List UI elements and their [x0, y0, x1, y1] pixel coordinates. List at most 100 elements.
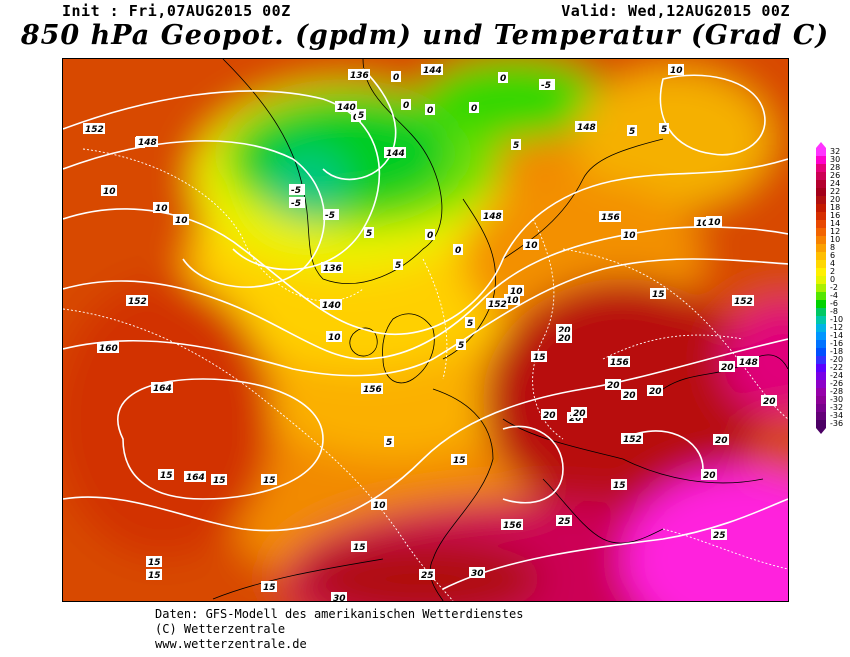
isotherm-label: 10 — [508, 285, 524, 297]
isotherm-label-text: 0 — [403, 101, 409, 111]
geopotential-label-bg — [97, 342, 119, 353]
legend-swatch — [816, 188, 826, 196]
geopotential-label: 136 — [348, 69, 370, 81]
isotherm-label: 15 — [650, 288, 666, 300]
legend-entry: -12 — [812, 323, 850, 332]
geopotential-label-text: 136 — [350, 71, 369, 81]
isotherm-label-bg — [211, 474, 227, 485]
isotherm-label: 15 — [158, 469, 174, 481]
legend-entry: 28 — [812, 163, 850, 172]
geopotential-label-text: 156 — [601, 213, 620, 223]
legend-swatch — [816, 172, 826, 180]
legend-swatch — [816, 228, 826, 236]
legend-label: -34 — [830, 411, 844, 420]
legend-swatch — [816, 396, 826, 404]
legend-label: -12 — [830, 323, 844, 332]
isotherm-label-bg — [701, 469, 717, 480]
isotherm-label-text: 15 — [652, 290, 665, 300]
isotherm-label-bg — [419, 569, 435, 580]
geopotential-label-text: 164 — [153, 384, 172, 394]
geopotential-label-bg — [486, 298, 508, 309]
isotherm-label-text: 15 — [213, 476, 226, 486]
isotherm-label-bg — [384, 436, 394, 447]
isotherm-label-bg — [371, 499, 387, 510]
isotherm-label-bg — [605, 379, 621, 390]
isotherm-label-text: 10 — [155, 204, 168, 214]
isotherm-label: 0 — [498, 72, 508, 84]
isotherm-label: 15 — [261, 581, 277, 593]
geopotential-label-bg — [335, 101, 357, 112]
isotherm-label-text: 15 — [613, 481, 626, 491]
isotherm-label-text: 15 — [160, 471, 173, 481]
isotherm-label: 0 — [391, 71, 401, 83]
isotherm-label-bg — [425, 104, 435, 115]
legend-label: -14 — [830, 331, 844, 340]
legend-label: 14 — [830, 219, 841, 228]
isotherm-label-bg — [351, 541, 367, 552]
legend-swatch — [816, 276, 826, 284]
legend-swatch — [816, 164, 826, 172]
isotherm-label-text: -5 — [291, 186, 301, 196]
isotherm-label-bg — [706, 216, 722, 227]
isotherm-label-bg — [556, 332, 572, 343]
isotherm-label: 0 — [401, 99, 411, 111]
isotherm-label-text: 0 — [455, 246, 461, 256]
legend-label: -24 — [830, 371, 844, 380]
isotherm-label-bg — [621, 229, 637, 240]
isotherm-label-text: 15 — [353, 543, 366, 553]
isotherm-label-text: 15 — [148, 571, 161, 581]
geopotential-label-bg — [136, 136, 158, 147]
geopotential-label: 152 — [621, 433, 643, 445]
geopotential-label: 148 — [575, 121, 597, 133]
legend-swatch — [816, 260, 826, 268]
isotherm-label: 10 — [173, 214, 189, 226]
geopotential-label: 156 — [608, 356, 630, 368]
geopotential-label-text: 152 — [734, 297, 753, 307]
isotherm-label-text: 30 — [333, 594, 346, 601]
legend-swatch — [816, 156, 826, 164]
legend-swatch — [816, 412, 826, 420]
isotherm-label-bg — [508, 285, 524, 296]
isotherm-label: 15 — [451, 454, 467, 466]
legend-entry: -16 — [812, 339, 850, 348]
geopotential-label: 160 — [97, 342, 119, 354]
isotherm-label-bg — [356, 109, 366, 120]
isotherm-label-text: 10 — [525, 241, 538, 251]
isotherm-label: 10 — [668, 64, 684, 76]
isotherm-label: 15 — [211, 474, 227, 486]
isotherm-label-bg — [261, 474, 277, 485]
legend-entry: -18 — [812, 347, 850, 356]
isotherm-label-bg — [158, 469, 174, 480]
legend-swatch — [816, 292, 826, 300]
isotherm-label-text: 5 — [395, 261, 401, 271]
geopotential-label: 148 — [136, 136, 158, 148]
legend-label: 6 — [830, 251, 836, 260]
isotherm-label-text: 10 — [670, 66, 683, 76]
geopotential-label: 156 — [361, 383, 383, 395]
legend-entry: 0 — [812, 275, 850, 284]
isotherm-label-bg — [647, 385, 663, 396]
isotherm-label-bg — [261, 581, 277, 592]
isotherm-label-text: 20 — [623, 391, 636, 401]
legend-swatch — [816, 252, 826, 260]
isotherm-label: 10 — [621, 229, 637, 241]
geopotential-label-text: 156 — [503, 521, 522, 531]
isotherm-label: 15 — [146, 569, 162, 581]
legend-entry: -28 — [812, 387, 850, 396]
legend-swatch — [816, 236, 826, 244]
isotherm-label-text: 10 — [708, 218, 721, 228]
isotherm-label: 20 — [713, 434, 729, 446]
isotherm-label: 20 — [541, 409, 557, 421]
isotherm-label-text: 20 — [558, 334, 571, 344]
isotherm-label: 10 — [706, 216, 722, 228]
legend-label: 26 — [830, 171, 841, 180]
legend-entry: 24 — [812, 179, 850, 188]
isotherm-label: 10 — [101, 185, 117, 197]
legend-entry: -14 — [812, 331, 850, 340]
isotherm-label-bg — [650, 288, 666, 299]
legend-swatch — [816, 196, 826, 204]
isotherm-label: 5 — [364, 227, 374, 239]
isotherm-label-bg — [504, 294, 520, 305]
geopotential-label: 136 — [321, 262, 343, 274]
isotherm-label-bg — [323, 209, 339, 220]
